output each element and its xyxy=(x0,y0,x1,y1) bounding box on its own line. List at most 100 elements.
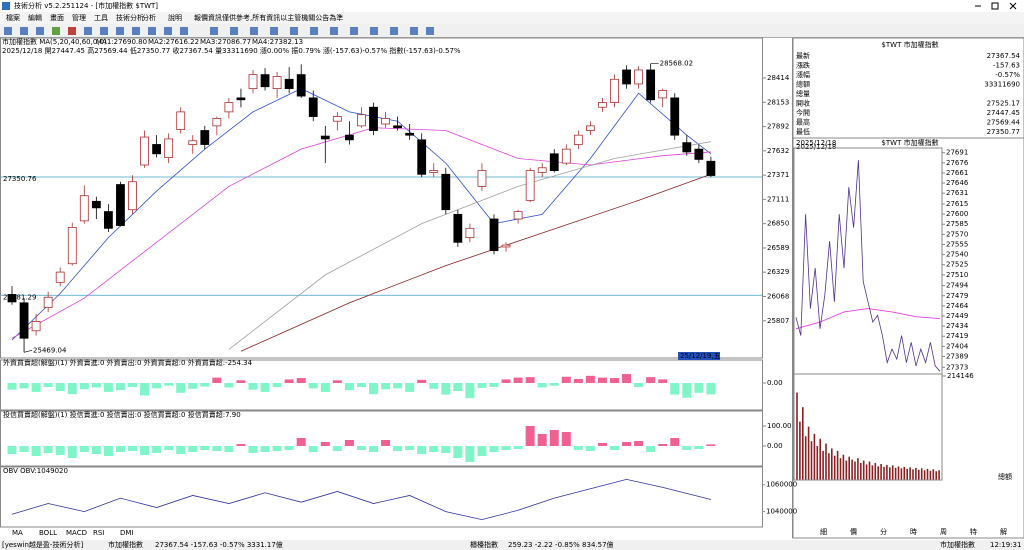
status-text: [yeswin越是盈-技術分析] xyxy=(2,540,83,549)
bar xyxy=(851,459,853,480)
bar xyxy=(549,430,559,446)
y-tick-label: 27434 xyxy=(946,322,969,330)
bar xyxy=(103,382,113,392)
quote-tab[interactable]: 特 xyxy=(970,527,977,536)
tool[interactable] xyxy=(426,27,434,35)
quote-label: 總額 xyxy=(796,80,810,89)
tool[interactable] xyxy=(148,27,156,35)
tool[interactable] xyxy=(20,27,28,35)
quote-label: 漲跌 xyxy=(796,61,810,70)
quote-value: 27447.45 xyxy=(987,109,1020,117)
tool[interactable] xyxy=(390,27,398,35)
tool[interactable] xyxy=(52,27,60,35)
menu-item[interactable]: 技術分析 xyxy=(116,13,144,22)
bar xyxy=(212,446,222,451)
tool[interactable] xyxy=(370,27,378,35)
panel-title: 2025/12/18 xyxy=(796,143,836,151)
bar xyxy=(929,470,932,480)
tool[interactable] xyxy=(290,27,298,35)
ma-value: MA3:27086.77 xyxy=(200,38,251,46)
quote-tab[interactable]: 分 xyxy=(880,527,887,536)
bar xyxy=(682,446,692,450)
info-line: 市加權指數 MA(5,20,40,60,0,0) xyxy=(2,37,107,46)
tool[interactable] xyxy=(330,27,338,35)
candle-body xyxy=(91,200,101,209)
indicator-tab[interactable]: DMI xyxy=(120,529,134,537)
tool[interactable] xyxy=(4,27,12,35)
tool[interactable] xyxy=(230,27,238,35)
candle-body xyxy=(19,302,29,339)
tool[interactable] xyxy=(116,27,124,35)
menu-item[interactable]: 檔案 xyxy=(6,13,20,22)
tool[interactable] xyxy=(210,27,218,35)
menu-item[interactable]: 說明 xyxy=(168,13,182,22)
quote-value: -0.57% xyxy=(995,71,1020,79)
bar xyxy=(465,382,475,399)
bar xyxy=(224,446,234,452)
candle-body xyxy=(104,211,113,229)
indicator-tab[interactable]: RSI xyxy=(93,529,104,537)
tool[interactable] xyxy=(270,27,278,35)
bar xyxy=(909,467,911,480)
candle-body xyxy=(79,195,89,222)
candle-body xyxy=(332,116,342,122)
bar xyxy=(501,379,511,383)
tool[interactable] xyxy=(132,27,140,35)
quote-tab[interactable]: 價 xyxy=(850,527,857,536)
menu-item[interactable]: 工具 xyxy=(94,14,108,22)
maximize[interactable] xyxy=(991,2,999,10)
bar xyxy=(405,446,415,450)
quote-tab[interactable]: 時 xyxy=(910,528,917,536)
tool[interactable] xyxy=(350,27,358,35)
menu-item[interactable]: 畫面 xyxy=(50,13,64,22)
candle-body xyxy=(381,118,390,125)
quote-label: 漲幅 xyxy=(796,70,810,79)
y-tick-label: 0.00 xyxy=(767,442,783,450)
tool[interactable] xyxy=(68,27,76,35)
tool[interactable] xyxy=(310,27,318,35)
quote-tab[interactable]: 周 xyxy=(940,528,947,536)
tool[interactable] xyxy=(164,27,172,35)
bar xyxy=(356,382,366,387)
bar xyxy=(819,438,821,480)
tool[interactable] xyxy=(250,27,258,35)
indicator-tab[interactable]: MA xyxy=(12,529,23,537)
menu-item[interactable]: 管理 xyxy=(72,13,86,22)
tool[interactable] xyxy=(180,27,188,35)
bar xyxy=(825,443,827,480)
candle-body xyxy=(513,211,523,220)
bar xyxy=(43,382,53,387)
y-tick-label: 27540 xyxy=(946,251,968,259)
quote-label: 開收 xyxy=(796,99,810,108)
indicator-tab[interactable]: MACD xyxy=(66,529,87,537)
y-tick-label: 27691 xyxy=(946,149,968,157)
menu-item[interactable]: 報價資訊僅供參考,所有資訊以主管機關公告為準 xyxy=(194,13,343,22)
menu-item[interactable]: 編輯 xyxy=(28,13,42,22)
y-tick-label: 27631 xyxy=(946,189,968,197)
tool[interactable] xyxy=(84,27,92,35)
indicator-tab[interactable]: BOLL xyxy=(39,529,57,537)
menu-item[interactable]: 分析 xyxy=(142,13,156,22)
bar xyxy=(417,379,427,383)
tool[interactable] xyxy=(410,27,418,35)
bar xyxy=(877,466,879,480)
candle-body xyxy=(200,130,210,145)
tool[interactable] xyxy=(100,27,108,35)
candle-body xyxy=(561,148,571,164)
tool[interactable] xyxy=(36,27,44,35)
candle-body xyxy=(646,69,656,101)
candle-body xyxy=(405,132,415,136)
bar xyxy=(115,382,125,391)
bar xyxy=(923,470,926,480)
candle-body xyxy=(344,134,354,141)
close[interactable] xyxy=(1009,2,1017,10)
status-text: 259.23 -2.22 -0.85% 834.57億 xyxy=(508,540,614,549)
status-text: 市加權指數 xyxy=(940,540,975,549)
volume-frame xyxy=(793,373,943,481)
bar xyxy=(7,382,17,390)
quote-tab[interactable]: 解 xyxy=(1000,527,1007,536)
y-tick-label: 27373 xyxy=(946,363,968,371)
bar xyxy=(405,382,415,392)
quote-tab[interactable]: 細 xyxy=(820,527,827,536)
y-tick-label: 214146 xyxy=(947,372,974,380)
